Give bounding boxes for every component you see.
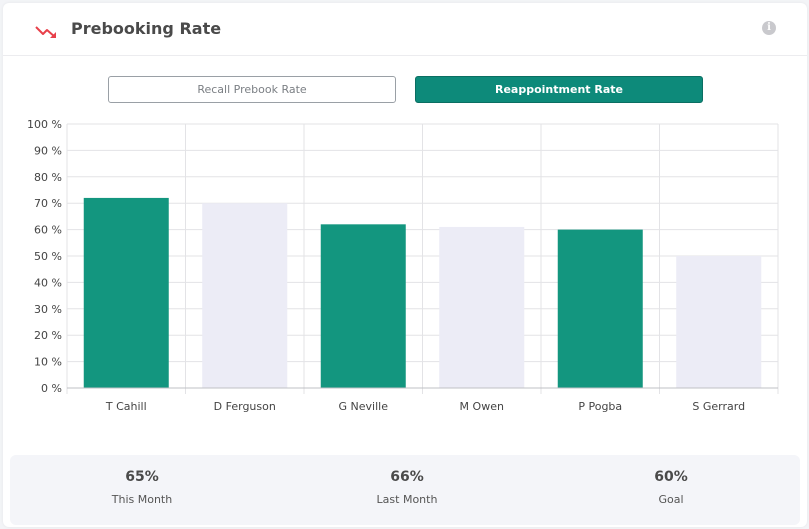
- y-tick-label: 100 %: [27, 118, 62, 131]
- stat-last-month: 66% Last Month: [327, 469, 487, 506]
- stat-goal: 60% Goal: [591, 469, 751, 506]
- stat-this-month: 65% This Month: [62, 469, 222, 506]
- card-header: Prebooking Rate i: [3, 3, 807, 56]
- y-tick-label: 90 %: [34, 144, 62, 157]
- y-tick-label: 30 %: [34, 303, 62, 316]
- y-tick-label: 50 %: [34, 250, 62, 263]
- stat-value: 66%: [390, 469, 424, 485]
- bar-d-ferguson: [202, 203, 288, 388]
- x-tick-label: M Owen: [460, 400, 504, 413]
- x-tick-label: S Gerrard: [692, 400, 745, 413]
- info-icon[interactable]: i: [762, 21, 776, 35]
- stat-label: This Month: [111, 493, 173, 506]
- x-tick-label: G Neville: [339, 400, 389, 413]
- x-tick-label: T Cahill: [105, 400, 147, 413]
- x-tick-label: D Ferguson: [214, 400, 276, 413]
- stat-label: Goal: [658, 493, 684, 506]
- bar-s-gerrard: [676, 256, 762, 388]
- y-tick-label: 60 %: [34, 224, 62, 237]
- bar-p-pogba: [557, 229, 643, 388]
- card-title: Prebooking Rate: [71, 19, 222, 38]
- stat-label: Last Month: [376, 493, 438, 506]
- stat-value: 60%: [654, 469, 688, 485]
- y-tick-label: 20 %: [34, 329, 62, 342]
- bar-m-owen: [439, 226, 525, 388]
- bar-chart: 0 % 10 % 20 % 30 % 40 % 50 % 60 % 70 % 80 % 90 % 1…: [27, 118, 779, 413]
- x-tick-label: P Pogba: [578, 400, 622, 413]
- tab-recall-prebook-rate[interactable]: Recall Prebook Rate: [108, 76, 396, 103]
- y-tick-label: 80 %: [34, 171, 62, 184]
- bar-t-cahill: [83, 197, 169, 388]
- y-tick-label: 10 %: [34, 356, 62, 369]
- summary-panel: 65% This Month 66% Last Month 60% Goal: [10, 455, 800, 525]
- stat-value: 65%: [125, 469, 159, 485]
- y-tick-label: 0 %: [41, 382, 62, 395]
- y-tick-label: 70 %: [34, 197, 62, 210]
- trend-down-icon: [35, 26, 56, 38]
- prebooking-rate-card: Prebooking Rate i Recall Prebook Rate Re…: [3, 3, 807, 527]
- bar-g-neville: [320, 224, 406, 388]
- tab-reappointment-rate[interactable]: Reappointment Rate: [415, 76, 703, 103]
- y-tick-label: 40 %: [34, 276, 62, 289]
